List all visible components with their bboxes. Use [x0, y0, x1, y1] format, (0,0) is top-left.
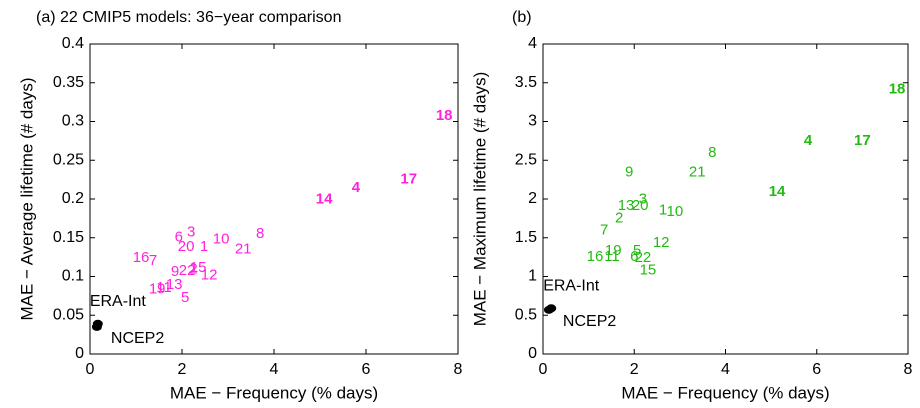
y-tick-label: 3	[528, 113, 537, 130]
model-point: 19	[605, 242, 622, 259]
y-tick-label: 0.25	[53, 151, 84, 168]
model-point: 1	[659, 202, 667, 219]
x-tick-label: 0	[539, 361, 548, 378]
x-tick-label: 2	[630, 361, 639, 378]
y-tick-label: 0	[75, 345, 84, 362]
model-point: 13	[166, 276, 183, 293]
y-axis-label: MAE − Maximum lifetime (# days)	[470, 72, 489, 327]
model-point: 2	[615, 209, 623, 226]
model-point: 2	[189, 260, 197, 277]
x-tick-label: 8	[454, 361, 463, 378]
model-point: 4	[352, 179, 361, 196]
model-point: 17	[854, 132, 871, 149]
model-point: 18	[889, 81, 906, 98]
y-tick-label: 0.15	[53, 229, 84, 246]
model-point: 4	[804, 132, 813, 149]
plot-frame	[542, 43, 909, 355]
x-tick-label: 8	[904, 361, 913, 378]
model-point: 13	[618, 197, 635, 214]
x-tick-label: 2	[178, 361, 187, 378]
model-point: 20	[178, 238, 195, 255]
x-tick-label: 6	[362, 361, 371, 378]
model-point: 8	[256, 225, 264, 242]
model-point: 14	[316, 191, 333, 208]
x-tick-label: 6	[812, 361, 821, 378]
y-tick-label: 0.4	[62, 35, 84, 52]
chart-title: (a) 22 CMIP5 models: 36−year comparison	[36, 9, 341, 26]
x-tick-label: 0	[86, 361, 95, 378]
y-tick-label: 0.2	[62, 190, 84, 207]
model-point: 19	[149, 281, 166, 298]
model-point: 6	[630, 248, 638, 265]
model-point: 10	[667, 203, 684, 220]
y-tick-label: 1	[528, 268, 537, 285]
model-point: 9	[171, 263, 179, 280]
model-point: 15	[640, 261, 657, 278]
x-axis-label: MAE − Frequency (% days)	[621, 383, 829, 402]
y-tick-label: 2.5	[515, 151, 537, 168]
reference-point	[543, 305, 554, 314]
reference-label: NCEP2	[563, 313, 616, 330]
model-point: 5	[633, 242, 641, 259]
chart-title: (b)	[512, 9, 532, 26]
y-tick-label: 3.5	[515, 74, 537, 91]
y-tick-label: 4	[528, 35, 537, 52]
y-tick-label: 0	[528, 345, 537, 362]
model-point: 17	[400, 171, 417, 188]
model-point: 21	[235, 240, 252, 257]
model-point: 8	[708, 144, 716, 161]
model-point: 20	[632, 197, 649, 214]
reference-point	[91, 322, 102, 331]
model-point: 5	[181, 289, 189, 306]
model-point: 11	[156, 279, 172, 296]
y-tick-label: 0.35	[53, 74, 84, 91]
model-point: 3	[187, 223, 195, 240]
model-point: 1	[200, 238, 208, 255]
model-point: 21	[689, 164, 706, 181]
model-point: 12	[653, 234, 670, 251]
model-point: 3	[639, 191, 647, 208]
model-point: 7	[149, 252, 157, 269]
x-axis-label: MAE − Frequency (% days)	[170, 383, 378, 402]
reference-label: NCEP2	[111, 330, 164, 347]
model-point: 22	[635, 249, 652, 266]
model-point: 6	[175, 229, 183, 246]
reference-label: ERA-Int	[90, 293, 147, 310]
model-point: 15	[190, 259, 207, 276]
y-tick-label: 0.5	[515, 306, 537, 323]
model-point: 16	[587, 248, 604, 265]
y-tick-label: 0.05	[53, 306, 84, 323]
model-point: 14	[769, 183, 786, 200]
model-point: 22	[179, 262, 196, 279]
model-point: 7	[600, 222, 608, 239]
model-point: 10	[213, 230, 230, 247]
model-point: 9	[625, 164, 633, 181]
y-tick-label: 2	[528, 190, 537, 207]
y-tick-label: 1.5	[515, 229, 537, 246]
y-axis-label: MAE − Average lifetime (# days)	[17, 78, 36, 321]
y-tick-label: 0.1	[62, 268, 84, 285]
model-point: 11	[604, 248, 620, 265]
y-tick-label: 0.3	[62, 113, 84, 130]
model-point: 12	[201, 267, 218, 284]
reference-label: ERA-Int	[543, 277, 600, 294]
model-point: 18	[436, 107, 453, 124]
x-tick-label: 4	[721, 361, 730, 378]
model-point: 16	[133, 249, 150, 266]
x-tick-label: 4	[270, 361, 279, 378]
